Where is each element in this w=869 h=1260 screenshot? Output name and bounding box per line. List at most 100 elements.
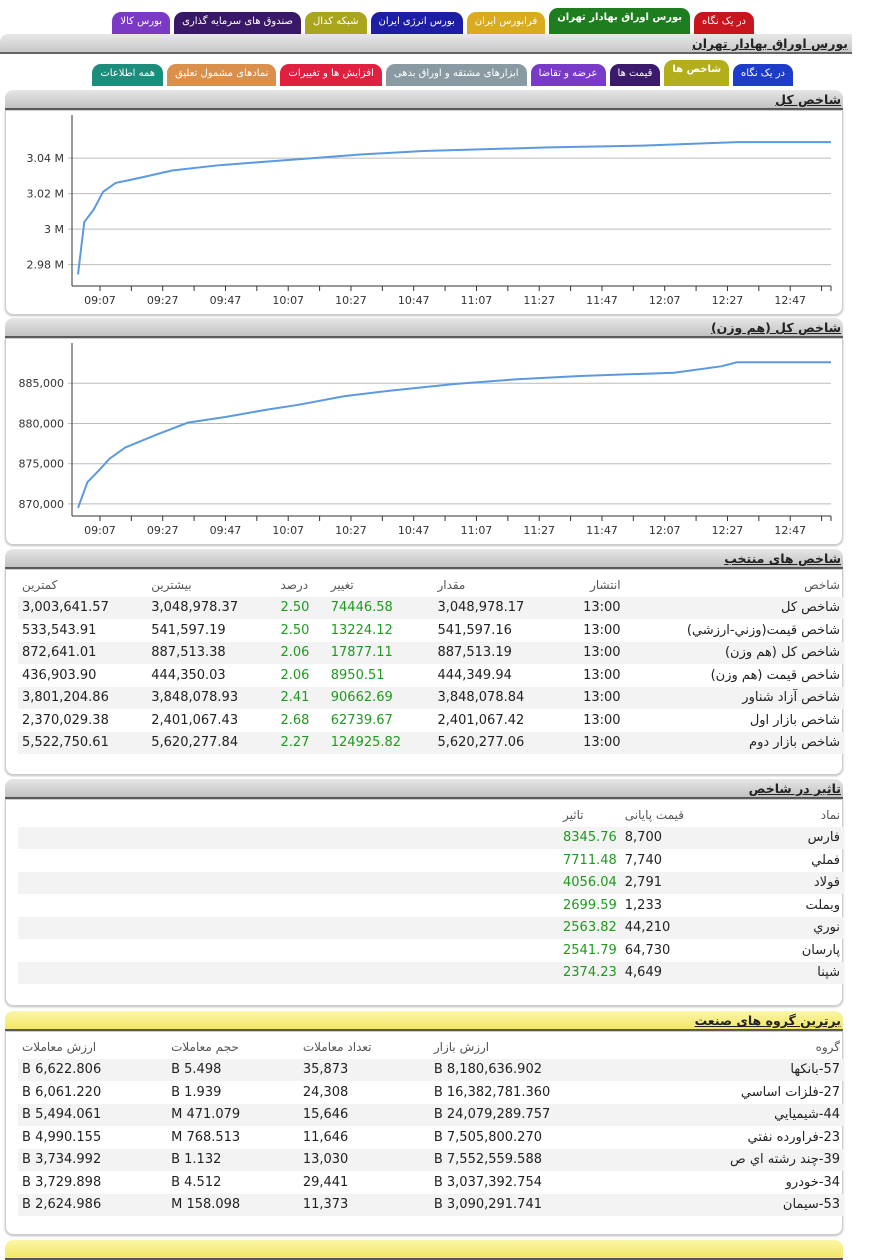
x-tick-label: 12:27: [712, 294, 744, 307]
table-cell: 2541.79: [563, 942, 617, 958]
table-row[interactable]: 23-فراورده نفتي 7,505,800.270 B 11,646 768.…: [18, 1126, 844, 1149]
top-industries-table: گروه ارزش بازار تعداد معاملات حجم معاملات ار…: [18, 1036, 844, 1216]
x-tick-label: 10:07: [272, 524, 304, 537]
table-cell: 17877.11: [326, 641, 434, 664]
tab-1[interactable]: بورس اوراق بهادار تهران: [549, 8, 691, 34]
table-cell: 124925.82: [326, 731, 434, 754]
table-cell: 2,370,029.38: [22, 712, 109, 728]
table-cell: 887,513.19: [433, 641, 563, 664]
tab-1[interactable]: شاخص ها: [664, 60, 730, 86]
table-row[interactable]: وبملت 1,233 2699.59: [18, 894, 844, 917]
x-tick-label: 10:47: [398, 294, 430, 307]
x-tick-label: 10:27: [335, 294, 367, 307]
table-cell: 3,090,291.741 B: [429, 1193, 643, 1216]
table-row[interactable]: شاخص کل (هم وزن) 13:00 887,513.19 17877.11 2…: [18, 641, 844, 664]
table-row[interactable]: فولاد 2,791 4056.04: [18, 871, 844, 894]
x-tick-label: 09:47: [210, 294, 242, 307]
column-header: مقدار: [437, 578, 466, 593]
table-cell: 24,308: [302, 1084, 349, 1100]
table-row[interactable]: فملي 7,740 7711.48: [18, 849, 844, 872]
table-row[interactable]: شاخص قیمت (هم وزن) 13:00 444,349.94 8950.51…: [18, 664, 844, 687]
y-tick-label: 2.98 M: [27, 259, 64, 272]
table-row[interactable]: 57-بانکها 8,180,636.902 B 35,873 5.498 B 6,6…: [18, 1058, 844, 1081]
tab-6[interactable]: نمادهای مشمول تعلیق: [167, 64, 277, 86]
table-cell: 2,401,067.42: [437, 712, 525, 728]
table-cell: 2699.59: [563, 897, 617, 913]
column-header: کمترین: [22, 578, 58, 593]
table-cell: 7,505,800.270 B: [433, 1129, 542, 1145]
table-cell: فارس: [729, 826, 844, 849]
table-cell: شاخص آزاد شناور: [624, 686, 844, 709]
table-cell: 2.50: [280, 622, 310, 638]
column-header: ارزش بازار: [433, 1040, 490, 1055]
table-row[interactable]: پارسان 64,730 2541.79: [18, 939, 844, 962]
table-cell: 11,646: [302, 1129, 349, 1145]
table-cell: نوري: [729, 916, 844, 939]
table-cell: 533,543.91: [22, 622, 97, 638]
table-cell: 13224.12: [330, 622, 393, 638]
tab-4[interactable]: ابزارهای مشتقه و اوراق بدهی: [385, 64, 527, 86]
index-impact-table: نماد قیمت پایانی تاثیر فارس 8,700 8345.76 فملي…: [18, 804, 844, 984]
table-cell: 3,729.898 B: [22, 1174, 102, 1190]
x-tick-label: 11:07: [461, 294, 493, 307]
table-row[interactable]: 34-خودرو 3,037,392.754 B 29,441 4.512 B 3,72…: [18, 1171, 844, 1194]
table-row[interactable]: 39-چند رشته اي ص 7,552,559.588 B 13,030 1.1…: [18, 1148, 844, 1171]
x-tick-label: 09:27: [147, 524, 179, 537]
table-cell: شاخص قیمت (هم وزن): [710, 667, 840, 683]
table-cell: 6,061.220 B: [22, 1084, 102, 1100]
tab-6[interactable]: بورس کالا: [112, 12, 171, 34]
column-header: نماد: [820, 808, 840, 823]
table-cell: پارسان: [801, 942, 840, 958]
table-cell: 3,848,078.93: [147, 686, 277, 709]
table-cell: 3,734.992 B: [18, 1148, 168, 1171]
tab-3[interactable]: عرضه و تقاضا: [530, 64, 606, 86]
column-header: انتشار: [590, 578, 621, 593]
table-cell: 2,791: [620, 871, 730, 894]
table-row[interactable]: شاخص کل 13:00 3,048,978.17 74446.58 2.50 3,04…: [18, 596, 844, 619]
equal-weight-index-chart: 870,000 875,000 880,000 885,000 09:07 09:27 09…: [19, 343, 832, 537]
table-cell: 2.41: [276, 686, 327, 709]
table-row[interactable]: 27-فلزات اساسي 16,382,781.360 B 24,308 1.93…: [18, 1081, 844, 1104]
table-cell: 444,350.03: [151, 667, 226, 683]
tab-4[interactable]: شبکه کدال: [305, 12, 367, 34]
table-row[interactable]: 53-سيمان 3,090,291.741 B 11,373 158.098 M 2,…: [18, 1193, 844, 1216]
column-header: شاخص: [804, 578, 840, 593]
table-cell: 6,622.806 B: [18, 1058, 168, 1081]
table-cell: 11,373: [298, 1193, 430, 1216]
x-tick-label: 12:07: [649, 524, 681, 537]
table-row[interactable]: شاخص آزاد شناور 13:00 3,848,078.84 90662.69…: [18, 686, 844, 709]
table-row[interactable]: نوري 44,210 2563.82: [18, 916, 844, 939]
table-cell: 4,649: [620, 961, 730, 984]
tab-2[interactable]: فرابورس ایران: [466, 12, 546, 34]
table-row[interactable]: شاخص بازار اول 13:00 2,401,067.42 62739.67 2…: [18, 709, 844, 732]
tab-0[interactable]: در یک نگاه: [733, 64, 793, 86]
tab-3[interactable]: بورس انرژی ایران: [370, 12, 463, 34]
table-cell: 2.27: [276, 731, 327, 754]
table-row[interactable]: فارس 8,700 8345.76: [18, 826, 844, 849]
x-tick-label: 11:47: [586, 294, 618, 307]
table-cell: 3,801,204.86: [18, 686, 148, 709]
table-cell: 7711.48: [563, 852, 617, 868]
tab-7[interactable]: همه اطلاعات: [92, 64, 164, 86]
x-tick-label: 11:27: [523, 294, 555, 307]
tab-0[interactable]: در یک نگاه: [694, 12, 754, 34]
table-row[interactable]: 44-شيميايي 24,079,289.757 B 15,646 471.079 …: [18, 1103, 844, 1126]
tab-5[interactable]: صندوق های سرمایه گذاری: [174, 12, 302, 34]
x-tick-label: 09:07: [84, 524, 116, 537]
table-row[interactable]: شاخص بازار دوم 13:00 5,620,277.06 124925.82…: [18, 731, 844, 754]
top-industries-panel: گروه ارزش بازار تعداد معاملات حجم معاملات ار…: [5, 1031, 844, 1235]
y-tick-label: 3 M: [44, 223, 64, 236]
table-cell: 5.498 B: [167, 1058, 299, 1081]
table-cell: 34-خودرو: [785, 1174, 840, 1190]
table-cell: 8,700: [620, 826, 730, 849]
table-row[interactable]: شپنا 4,649 2374.23: [18, 961, 844, 984]
tab-5[interactable]: افزایش ها و تغییرات: [280, 64, 382, 86]
table-cell: فولاد: [729, 871, 844, 894]
selected-indices-table: شاخص انتشار مقدار تغییر درصد بیشترین کمترین شاخ…: [18, 574, 844, 754]
table-row[interactable]: شاخص قیمت(وزني-ارزشي) 13:00 541,597.16 1322…: [18, 619, 844, 642]
table-cell: وبملت: [805, 897, 840, 913]
table-cell: 64,730: [624, 942, 671, 958]
tab-2[interactable]: قیمت ها: [609, 64, 661, 86]
table-cell: 13:00: [583, 622, 621, 638]
table-cell: 13:00: [562, 686, 625, 709]
